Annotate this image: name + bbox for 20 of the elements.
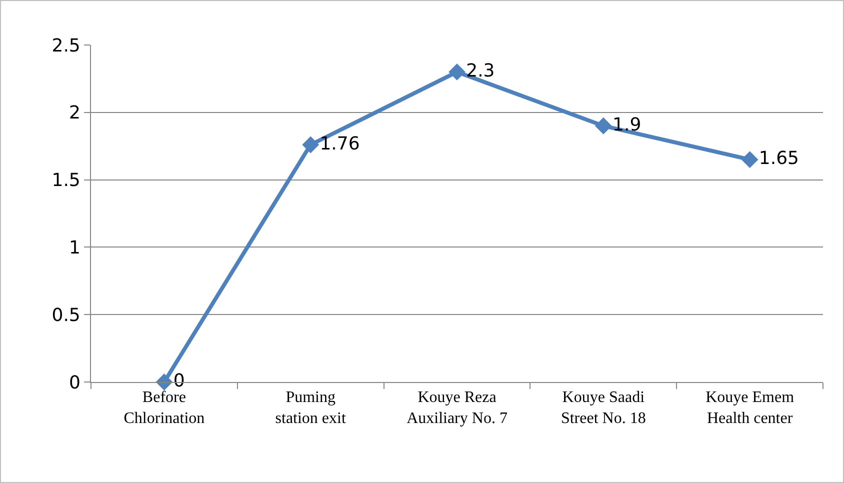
y-tick-label: 1: [68, 238, 80, 258]
data-label: 1.9: [612, 114, 642, 136]
x-tick-label: Before Chlorination: [124, 389, 205, 427]
point: [448, 64, 466, 80]
point: [741, 151, 758, 168]
y-tick-label: 1.5: [52, 170, 80, 192]
x-tick-label: Kouye Reza Auxiliary No. 7: [406, 389, 508, 427]
data-label: 2.3: [466, 60, 495, 82]
x-tick-label: Puming station exit: [275, 389, 346, 427]
point: [156, 374, 173, 390]
data-label: 1.65: [758, 148, 800, 170]
x-tick-label: Kouye Saadi Street No. 18: [560, 389, 646, 427]
data-label: 1.76: [320, 133, 360, 154]
y-tick-label: 2.5: [52, 35, 80, 56]
y-tick-label: 0.5: [52, 304, 80, 326]
y-tick-label: 0: [68, 372, 80, 394]
point: [594, 117, 612, 134]
x-tick-label: Kouye Emem Health center: [706, 389, 795, 427]
y-tick-label: 2: [68, 102, 80, 124]
point: [302, 136, 320, 154]
